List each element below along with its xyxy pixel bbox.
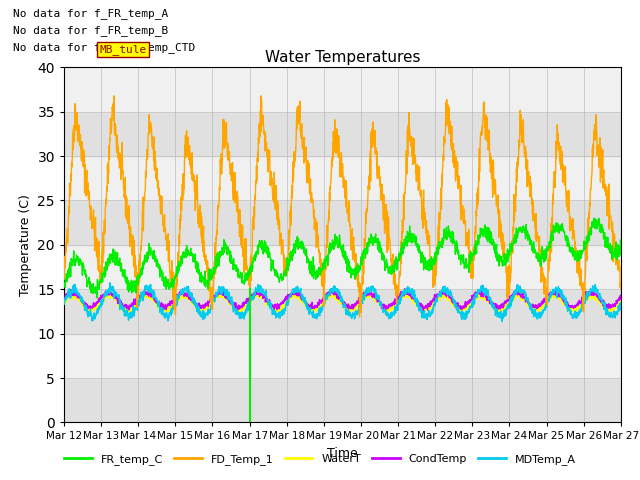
- FR_temp_C: [60, 283, 68, 289]
- Line: WaterT: WaterT: [64, 292, 621, 313]
- FR_temp_C: [591, 216, 598, 221]
- FR_temp_C: [601, 237, 609, 243]
- CondTemp: [617, 292, 625, 298]
- Text: No data for f_FR_temp_B: No data for f_FR_temp_B: [13, 25, 168, 36]
- WaterT: [602, 306, 609, 312]
- CondTemp: [316, 300, 324, 305]
- WaterT: [237, 311, 244, 316]
- FD_Temp_1: [60, 276, 68, 281]
- FD_Temp_1: [499, 254, 507, 260]
- CondTemp: [499, 305, 507, 311]
- FD_Temp_1: [257, 93, 265, 99]
- WaterT: [617, 300, 625, 306]
- CondTemp: [419, 308, 427, 314]
- Bar: [64, 245, 621, 289]
- MDTemp_A: [617, 300, 625, 305]
- CondTemp: [331, 288, 339, 294]
- FR_temp_C: [88, 289, 96, 295]
- Line: FR_temp_C: FR_temp_C: [64, 218, 621, 298]
- FD_Temp_1: [617, 287, 625, 292]
- FD_Temp_1: [331, 127, 339, 133]
- Bar: [64, 67, 621, 112]
- Text: No data for f_WaterTemp_CTD: No data for f_WaterTemp_CTD: [13, 42, 195, 53]
- WaterT: [601, 304, 609, 310]
- MDTemp_A: [602, 301, 609, 307]
- Bar: [64, 334, 621, 378]
- WaterT: [316, 300, 324, 306]
- MDTemp_A: [106, 280, 114, 286]
- FR_temp_C: [499, 258, 506, 264]
- MDTemp_A: [601, 300, 609, 306]
- Title: Water Temperatures: Water Temperatures: [265, 49, 420, 65]
- WaterT: [331, 296, 339, 302]
- WaterT: [60, 300, 68, 305]
- FD_Temp_1: [316, 250, 324, 256]
- CondTemp: [602, 301, 609, 307]
- CondTemp: [88, 305, 96, 311]
- WaterT: [499, 306, 507, 312]
- Bar: [64, 156, 621, 201]
- Bar: [64, 378, 621, 422]
- Text: MB_tule: MB_tule: [99, 44, 147, 55]
- MDTemp_A: [88, 314, 96, 320]
- Y-axis label: Temperature (C): Temperature (C): [19, 194, 32, 296]
- FD_Temp_1: [88, 219, 96, 225]
- FR_temp_C: [617, 241, 625, 247]
- MDTemp_A: [60, 301, 68, 307]
- MDTemp_A: [499, 315, 507, 321]
- FR_temp_C: [331, 231, 339, 237]
- MDTemp_A: [499, 319, 506, 324]
- CondTemp: [401, 286, 408, 291]
- Line: FD_Temp_1: FD_Temp_1: [64, 96, 621, 317]
- X-axis label: Time: Time: [327, 447, 358, 460]
- Bar: [64, 201, 621, 245]
- MDTemp_A: [331, 284, 339, 289]
- FR_temp_C: [93, 295, 100, 300]
- WaterT: [401, 289, 409, 295]
- FR_temp_C: [602, 244, 609, 250]
- WaterT: [88, 305, 96, 311]
- Text: No data for f_FR_temp_A: No data for f_FR_temp_A: [13, 8, 168, 19]
- Line: MDTemp_A: MDTemp_A: [64, 283, 621, 322]
- FR_temp_C: [316, 272, 324, 278]
- Bar: [64, 289, 621, 334]
- FD_Temp_1: [601, 181, 609, 187]
- Legend: FR_temp_C, FD_Temp_1, WaterT, CondTemp, MDTemp_A: FR_temp_C, FD_Temp_1, WaterT, CondTemp, …: [60, 450, 580, 469]
- Line: CondTemp: CondTemp: [64, 288, 621, 311]
- CondTemp: [601, 304, 609, 310]
- CondTemp: [60, 296, 68, 302]
- Bar: [64, 112, 621, 156]
- MDTemp_A: [316, 304, 324, 310]
- FD_Temp_1: [602, 189, 609, 194]
- FD_Temp_1: [356, 314, 364, 320]
